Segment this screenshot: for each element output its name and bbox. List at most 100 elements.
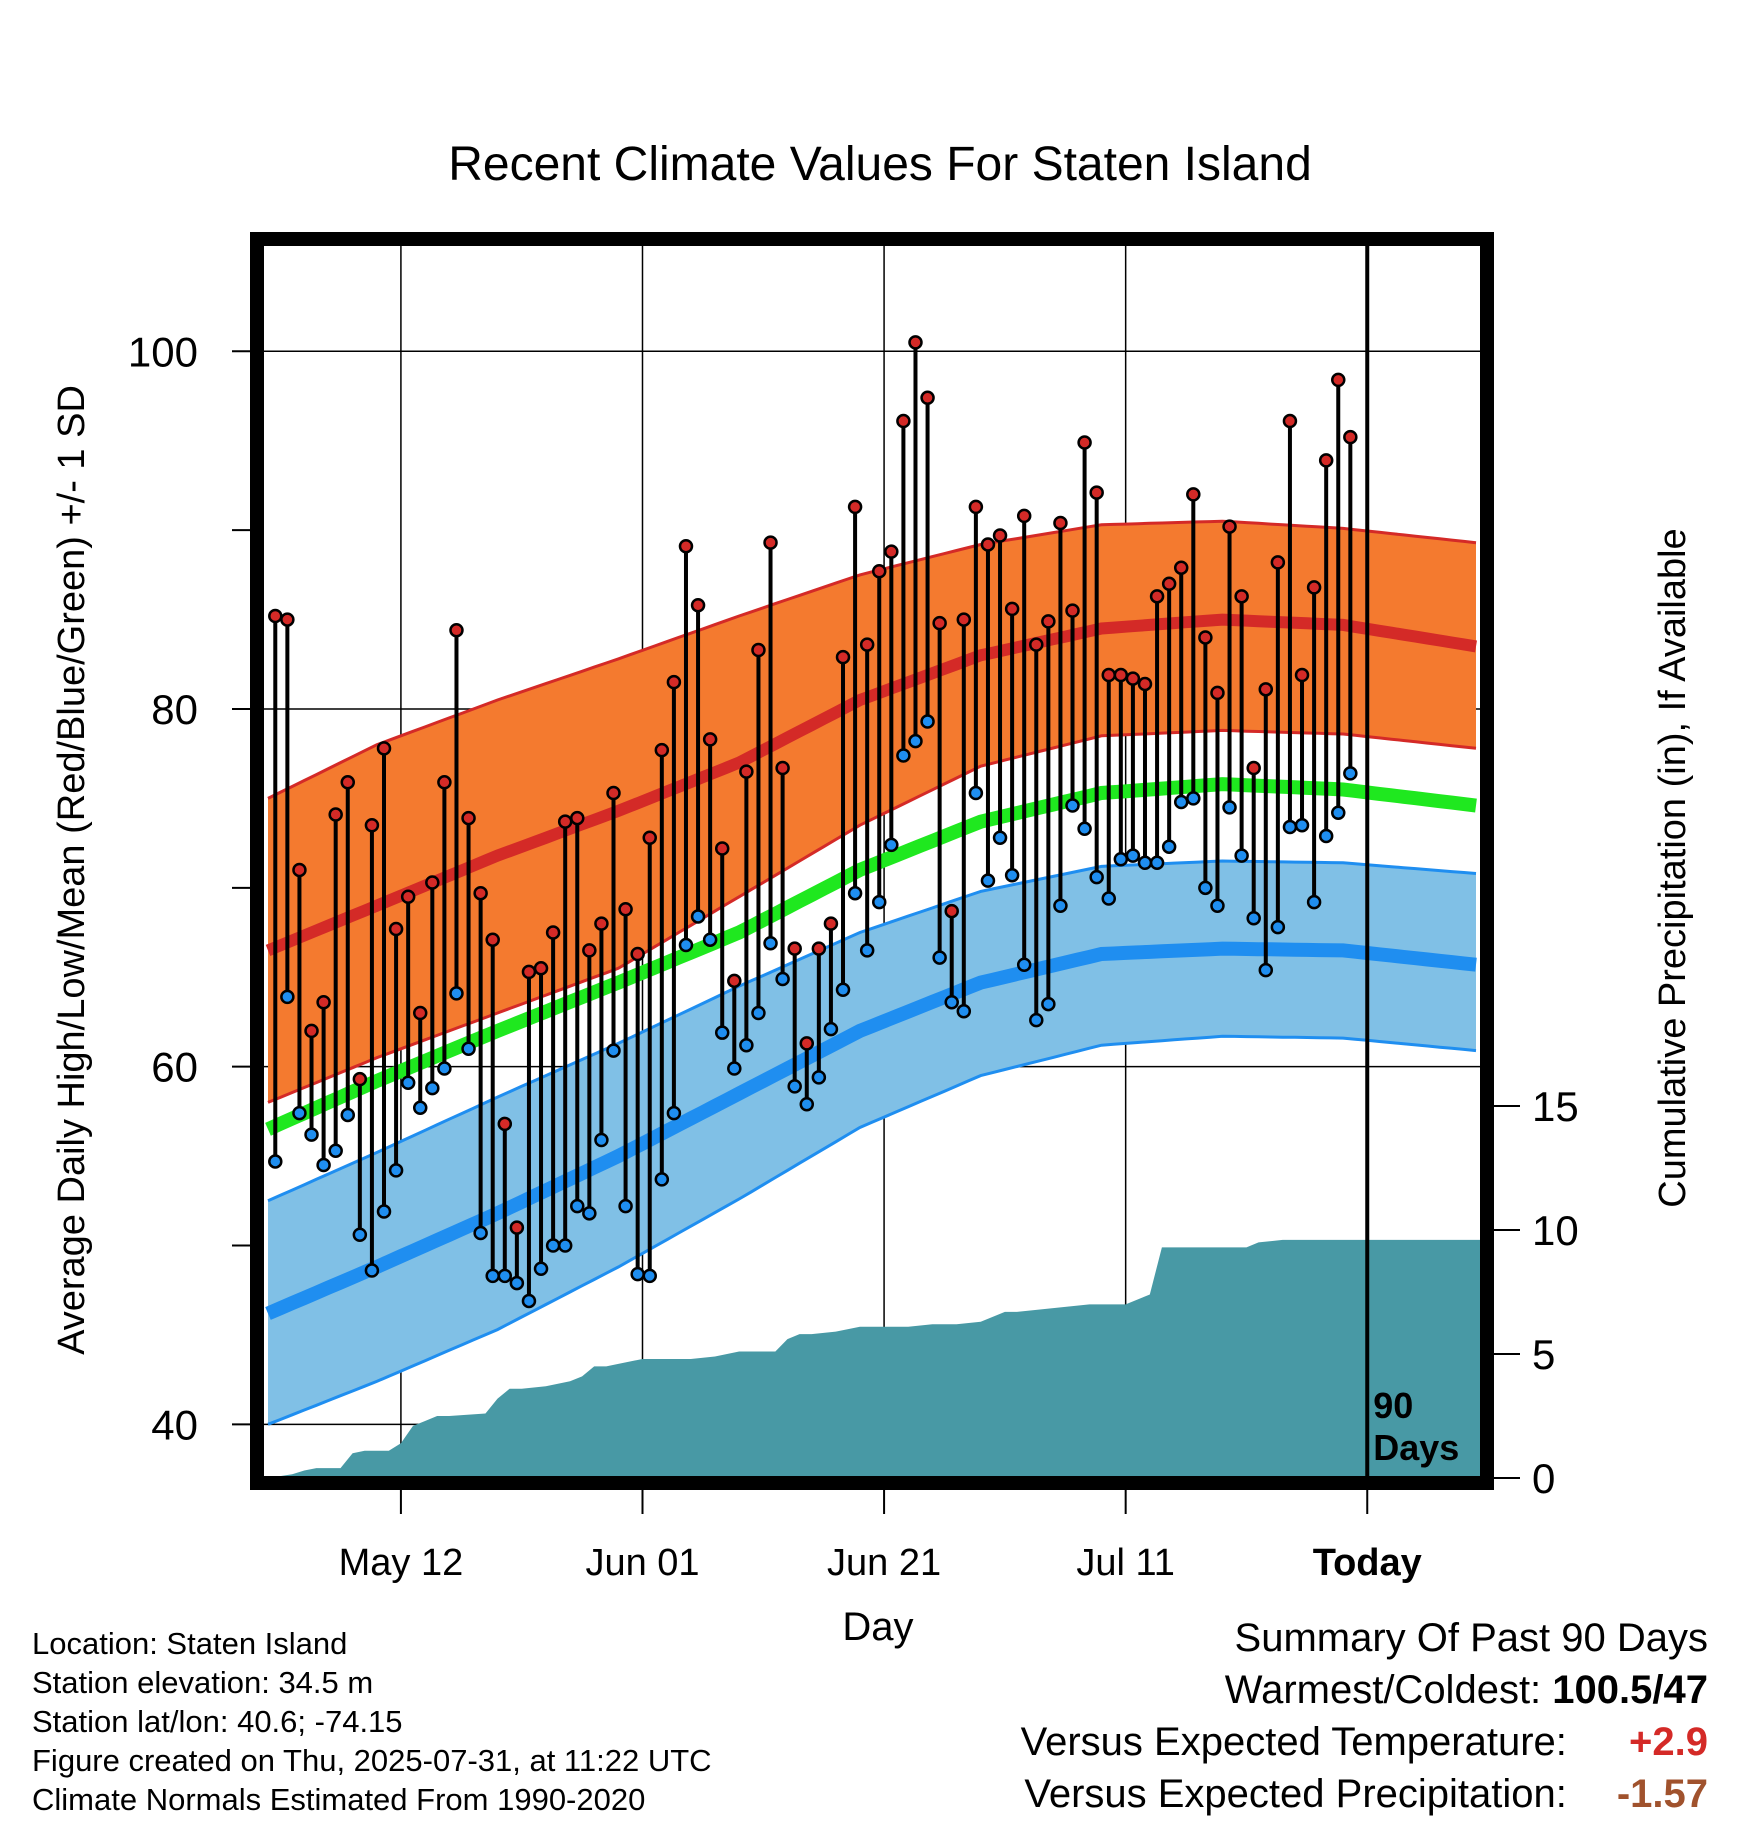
daily-high-point [606,785,621,801]
daily-high-point [1186,487,1201,502]
daily-low-point [908,733,923,749]
chart-title: Recent Climate Values For Staten Island [448,138,1312,191]
x-tick-label: Jun 21 [827,1542,941,1584]
daily-low-point [280,989,295,1005]
daily-high-point [328,807,343,822]
daily-low-point [340,1107,356,1123]
normal-high-upper-edge [267,519,1477,800]
daily-low-point [1306,894,1322,910]
precip-vs-expected-label: Versus Expected Precipitation: [1024,1772,1567,1816]
daily-high-point [751,642,766,658]
x-tick-label: May 12 [339,1542,464,1584]
daily-low-point [714,1025,730,1040]
daily-high-point [1077,435,1092,450]
daily-high-point [376,741,392,756]
daily-low-point [1041,996,1056,1012]
daily-high-point [1149,589,1165,604]
daily-high-point [1222,519,1237,534]
daily-high-point [304,1023,319,1039]
daily-high-point [811,941,827,956]
daily-low-point [606,1043,621,1058]
daily-low-point [412,1100,428,1116]
daily-high-point [497,1116,513,1132]
daily-high-point [690,598,706,613]
daily-low-point [437,1061,452,1076]
daily-low-point [727,1061,742,1076]
daily-high-point [1065,603,1080,618]
daily-high-point [292,862,307,878]
daily-high-point [1173,560,1189,575]
daily-low-point [570,1198,585,1214]
daily-low-point [1101,891,1117,906]
temp-vs-expected-row: Versus Expected Temperature: +2.9 [1021,1716,1708,1768]
warmest-coldest-row: Warmest/Coldest: 100.5/47 [1021,1664,1708,1716]
daily-high-point [968,499,984,515]
daily-high-point [884,544,899,559]
daily-low-point [1222,800,1237,815]
daily-high-point [847,499,863,515]
daily-low-point [811,1070,827,1085]
daily-low-point [400,1075,416,1091]
daily-low-point [1318,828,1334,844]
daily-high-point [871,564,887,579]
precipitation-area [268,1239,1482,1478]
warmest-coldest-label: Warmest/Coldest: [1224,1668,1542,1712]
daily-low-point [582,1206,597,1221]
daily-high-point [425,875,440,890]
daily-high-point [920,390,935,406]
daily-low-point [956,1003,972,1019]
daily-high-point [1306,580,1322,595]
y-right-tick-label: 15 [1532,1083,1579,1130]
daily-low-point [1065,798,1080,813]
daily-low-point [1246,910,1261,926]
daily-high-point [775,760,790,776]
daily-low-point [473,1225,488,1241]
daily-high-point [473,885,488,901]
daily-high-point [1246,760,1261,776]
daily-high-point [944,903,959,919]
daily-high-point [364,817,380,833]
daily-high-point [799,1036,815,1051]
daily-low-point [461,1041,476,1057]
daily-low-point [1149,855,1165,871]
daily-high-point [1258,682,1274,697]
daily-low-point [847,885,863,901]
daily-low-point [545,1238,561,1253]
daily-low-point [449,986,464,1001]
daily-high-point [787,941,802,956]
daily-low-point [557,1238,573,1253]
daily-low-point [533,1261,549,1277]
station-info: Location: Staten Island Station elevatio… [32,1624,712,1819]
daily-low-point [1198,880,1213,896]
daily-high-point [1294,667,1310,683]
daily-low-point [678,937,694,953]
x-tick-label: Jun 01 [585,1542,699,1584]
daily-low-point [509,1275,525,1291]
daily-low-point [316,1157,331,1173]
daily-low-point [1077,821,1092,837]
daily-high-point [437,775,452,790]
daily-high-point [1089,485,1104,500]
normals-text: Climate Normals Estimated From 1990-2020 [32,1782,646,1817]
daily-low-point [352,1227,368,1243]
daily-high-point [714,841,730,856]
daily-high-point [316,995,331,1010]
daily-low-point [871,894,887,910]
daily-high-point [582,943,597,958]
daily-high-point [896,413,911,429]
daily-high-point [666,674,682,690]
daily-high-point [521,964,537,980]
daily-low-point [775,971,790,987]
daily-high-point [509,1220,525,1235]
daily-high-point [461,810,476,826]
daily-low-point [751,1005,766,1021]
daily-high-point [1318,453,1334,468]
daily-high-point [1004,601,1020,617]
normal-bands [265,519,1477,1426]
plot-frame [250,232,1494,1490]
daily-high-point [412,1005,428,1021]
daily-low-point [896,748,911,763]
daily-low-point [920,714,935,729]
daily-low-point [292,1105,307,1121]
